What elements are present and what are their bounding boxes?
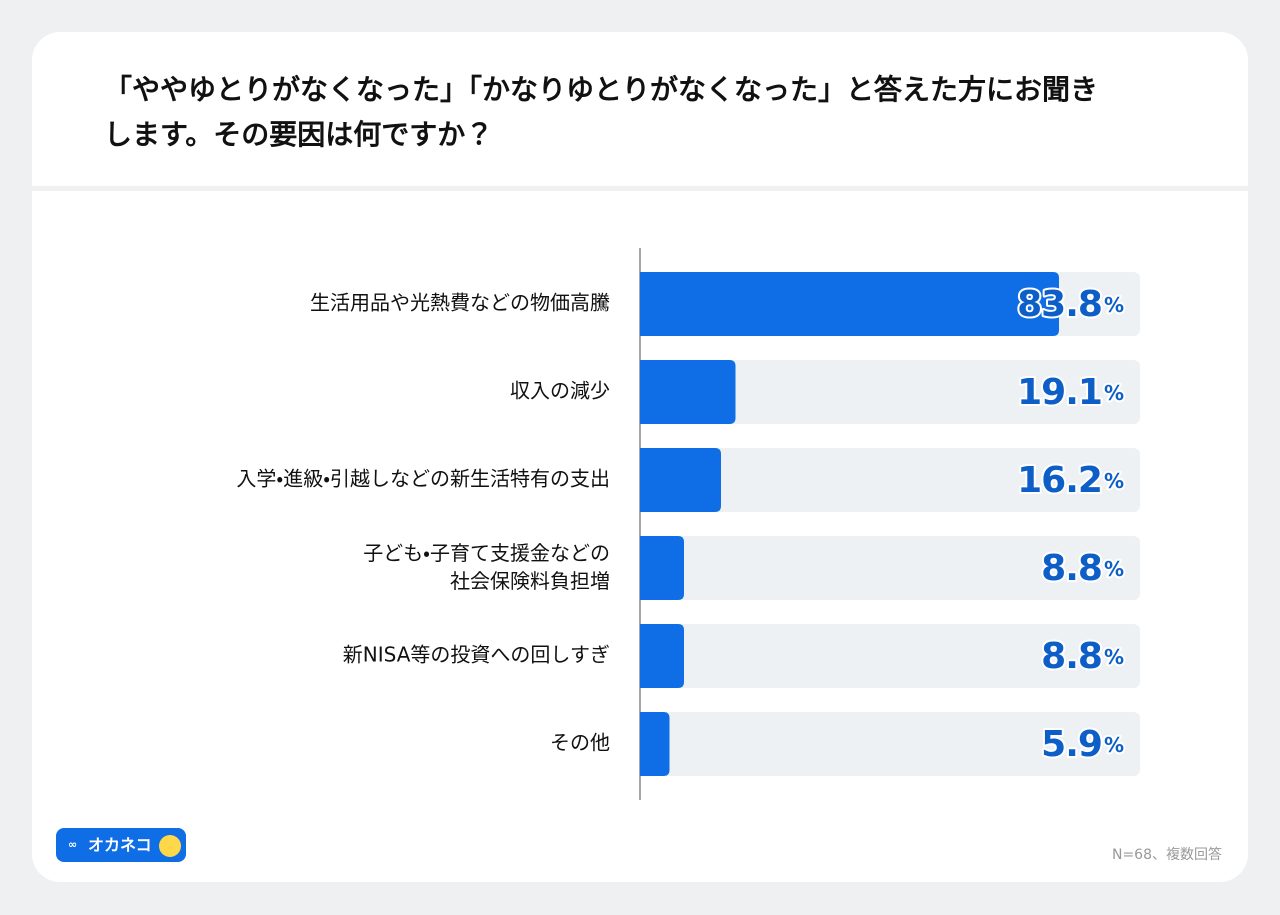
logo-mascot [159, 835, 181, 857]
bar-track [640, 448, 1140, 512]
category-label: 収入の減少 [510, 379, 610, 403]
category-label: 生活用品や光熱費などの物価高騰 [310, 291, 610, 315]
chart-title: 「ややゆとりがなくなった」「かなりゆとりがなくなった」と答えた方にお聞き [104, 73, 1098, 106]
value-label: 8.8% [1041, 548, 1124, 589]
bar-track [640, 712, 1140, 776]
value-label: 8.8% [1041, 636, 1124, 677]
category-label: 子ども・子育て支援金などの社会保険料負担増 [363, 541, 610, 593]
bar [640, 712, 670, 776]
bar [640, 448, 721, 512]
bar [640, 360, 736, 424]
value-label: 83.8% [1017, 284, 1124, 325]
logo-icon: ∞ [68, 838, 77, 851]
value-label: 5.9% [1041, 724, 1124, 765]
logo-text: オカネコ [88, 836, 152, 855]
bar-track [640, 624, 1140, 688]
bar-track [640, 360, 1140, 424]
value-label: 19.1% [1017, 372, 1124, 413]
separator [32, 186, 1248, 191]
value-label: 16.2% [1017, 460, 1124, 501]
bar [640, 624, 684, 688]
category-label: その他 [550, 731, 610, 755]
chart-title: します。その要因は何ですか？ [104, 118, 493, 151]
category-label: 新NISA等の投資への回しすぎ [343, 643, 610, 667]
bar-track [640, 536, 1140, 600]
logo [56, 828, 186, 862]
bar [640, 272, 1059, 336]
note: N=68、複数回答 [1112, 846, 1222, 863]
category-label: 入学・進級・引越しなどの新生活特有の支出 [236, 467, 610, 491]
bar [640, 536, 684, 600]
